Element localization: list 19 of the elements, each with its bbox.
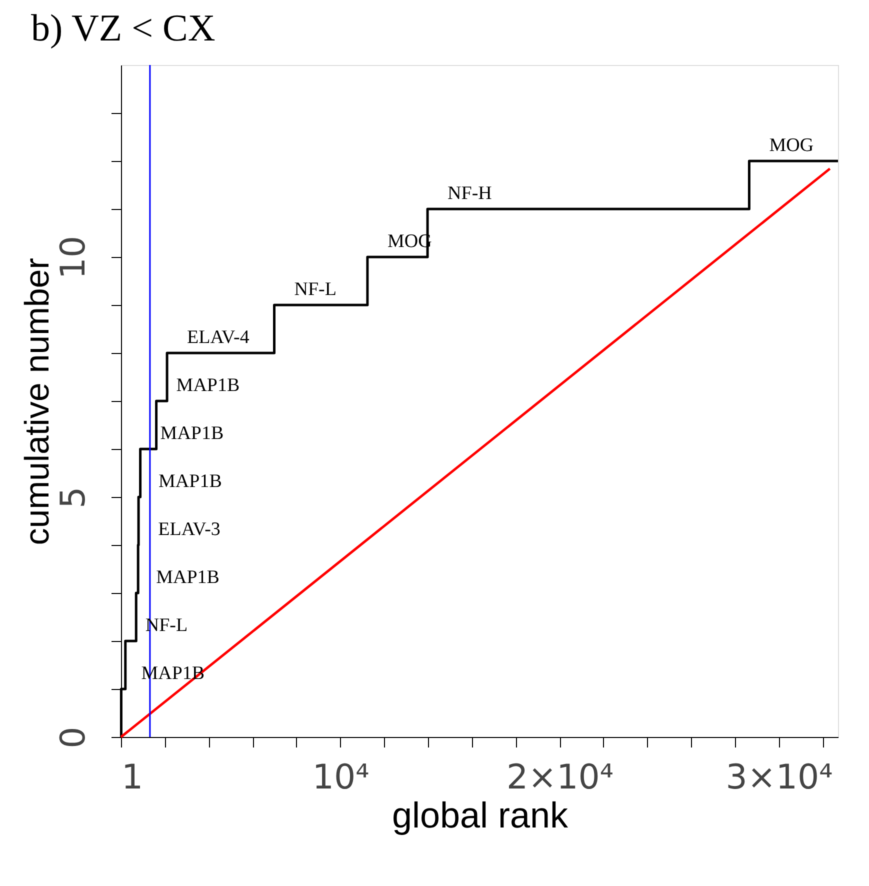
annotation: MAP1B [158, 471, 222, 492]
x-tick-label: 2×10⁴ [506, 758, 614, 798]
annotation: MAP1B [156, 567, 220, 588]
chart-title: b) VZ < CX [31, 7, 216, 50]
annotation: ELAV-4 [187, 327, 250, 348]
annotation: MAP1B [160, 423, 224, 444]
x-tick-label: 1 [122, 758, 144, 798]
x-tick-label: 10⁴ [312, 758, 370, 798]
annotation: ELAV-3 [158, 519, 220, 540]
y-tick-label: 10 [54, 236, 94, 280]
annotation: NF-H [448, 183, 492, 204]
y-tick-label: 5 [54, 486, 94, 508]
annotation: MOG [769, 135, 814, 156]
y-axis-title: cumulative number [18, 258, 56, 546]
annotation: MAP1B [176, 375, 240, 396]
x-tick-label: 3×10⁴ [726, 758, 833, 798]
y-tick-label: 0 [54, 726, 94, 748]
annotation: NF-L [294, 279, 336, 300]
x-axis-title: global rank [392, 794, 570, 836]
